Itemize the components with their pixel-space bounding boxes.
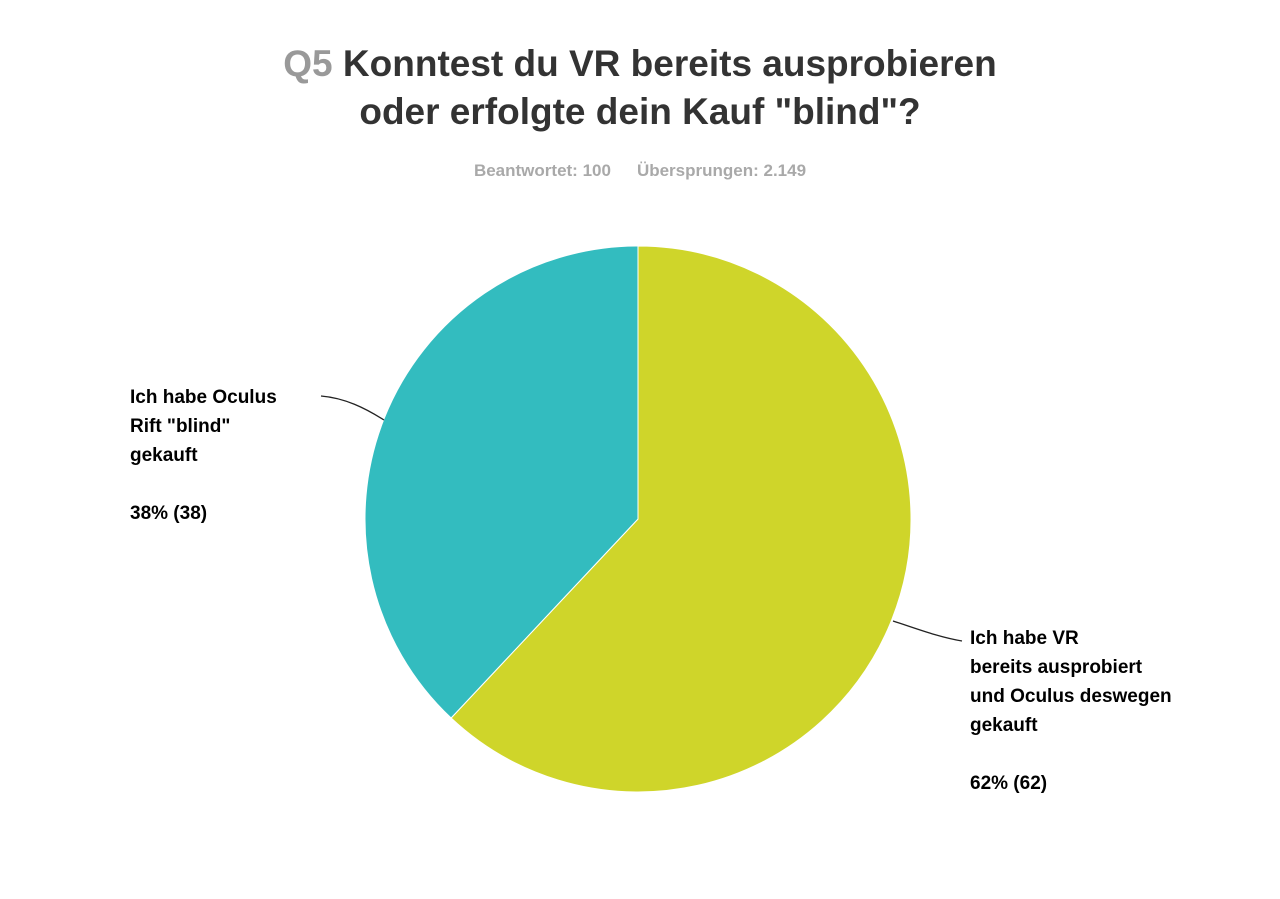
slice-label-tried-line-1: Ich habe VR	[970, 628, 1079, 649]
slice-label-tried: Ich habe VR bereits ausprobiert und Ocul…	[970, 624, 1172, 798]
leader-line-tried	[892, 620, 963, 642]
title-line-1: Q5 Konntest du VR bereits ausprobieren	[0, 40, 1280, 88]
slice-percent-tried: 62% (62)	[970, 773, 1048, 794]
slice-label-blind: Ich habe Oculus Rift "blind" gekauft 38%…	[130, 383, 277, 528]
slice-label-tried-line-3: und Oculus deswegen	[970, 686, 1172, 707]
slice-label-blind-line-3: gekauft	[130, 445, 198, 466]
pie-slice-blind	[364, 245, 639, 719]
title-text-line-1: Konntest du VR bereits ausprobieren	[342, 43, 997, 84]
slice-label-tried-line-4: gekauft	[970, 715, 1038, 736]
title-line-2: oder erfolgte dein Kauf "blind"?	[359, 91, 921, 132]
skipped-count: Übersprungen: 2.149	[636, 161, 807, 180]
slice-percent-blind: 38% (38)	[130, 503, 208, 524]
slice-label-tried-line-2: bereits ausprobiert	[970, 657, 1143, 678]
answered-count: Beantwortet: 100	[473, 161, 611, 180]
chart-title: Q5 Konntest du VR bereits ausprobieren o…	[0, 40, 1280, 136]
pie-slice-tried	[450, 245, 912, 793]
leader-line-blind	[320, 395, 385, 421]
slice-label-blind-line-1: Ich habe Oculus	[130, 387, 277, 408]
response-stats: Beantwortet: 100 Übersprungen: 2.149	[0, 161, 1280, 181]
slice-label-blind-line-2: Rift "blind"	[130, 416, 231, 437]
question-number: Q5	[283, 43, 333, 84]
